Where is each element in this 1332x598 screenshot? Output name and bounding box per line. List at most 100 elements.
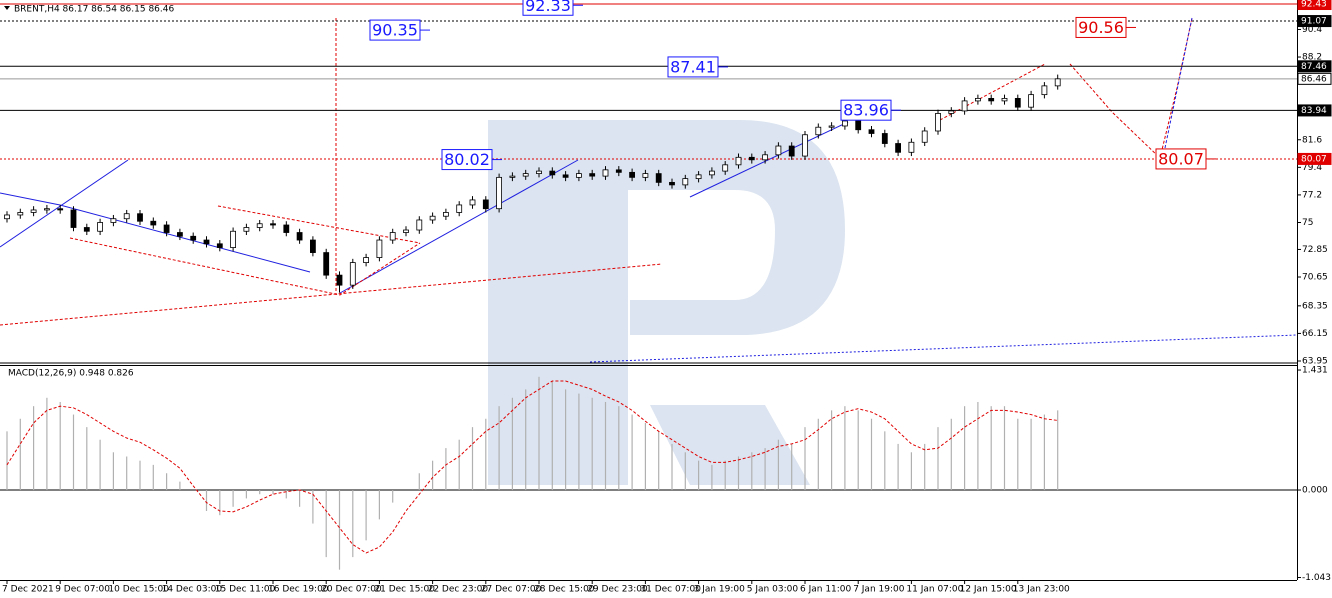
x-tick-label: 15 Dec 11:00 <box>215 585 276 595</box>
x-tick-label: 16 Dec 19:00 <box>268 585 329 595</box>
candle-body <box>482 199 489 210</box>
candle-body <box>735 156 742 166</box>
candle-body <box>163 224 170 233</box>
candle-body <box>389 232 396 241</box>
candle-body <box>243 227 250 232</box>
candle-body <box>150 220 157 226</box>
candle-body <box>4 214 10 220</box>
y-tick-label: 72.85 <box>1302 245 1328 255</box>
candle-body <box>842 120 848 127</box>
candle-body <box>762 154 768 161</box>
level-label: 86.46 <box>1301 74 1327 84</box>
x-tick-label: 5 Jan 03:00 <box>747 585 799 595</box>
candle-body <box>722 164 729 172</box>
candle-body <box>642 173 649 178</box>
x-tick-label: 28 Dec 15:00 <box>534 585 595 595</box>
candle-body <box>469 199 476 206</box>
target-label: 92.33 <box>525 0 571 15</box>
candle-body <box>83 227 90 232</box>
y-tick-label: 79.4 <box>1302 163 1322 173</box>
candle-body <box>549 170 556 176</box>
candle-body <box>270 223 276 226</box>
x-tick-label: 9 Dec 07:00 <box>55 585 110 595</box>
macd-title: MACD(12,26,9) 0.948 0.826 <box>8 369 134 379</box>
y-tick-label: 70.65 <box>1302 273 1328 283</box>
candle-body <box>602 169 609 177</box>
candle-body <box>522 173 529 177</box>
candle-body <box>30 209 37 213</box>
candle-body <box>948 110 955 114</box>
candle-body <box>576 173 582 178</box>
candle-body <box>110 218 117 223</box>
candle-body <box>336 274 343 286</box>
candle-body <box>802 134 808 157</box>
candle-body <box>403 229 409 233</box>
candle-body <box>655 173 662 183</box>
candle-body <box>748 156 755 161</box>
candle-body <box>416 219 423 231</box>
candle-body <box>203 239 210 245</box>
level-label-bg <box>1297 15 1332 28</box>
candle-body <box>682 178 689 186</box>
x-tick-label: 20 Dec 07:00 <box>321 585 382 595</box>
x-tick-label: 7 Dec 2021 <box>2 585 54 595</box>
level-label-bg <box>1297 104 1332 117</box>
candle-body <box>895 143 901 153</box>
candle-body <box>363 257 370 264</box>
x-tick-label: 11 Jan 07:00 <box>906 585 963 595</box>
x-tick-label: 3 Jan 19:00 <box>694 585 746 595</box>
candle-body <box>1001 97 1008 102</box>
level-label-bg <box>1297 72 1332 85</box>
x-tick-label: 27 Dec 07:00 <box>481 585 542 595</box>
target-label: 90.56 <box>1078 18 1124 37</box>
level-label-bg <box>1297 0 1332 11</box>
y-tick-label: 81.6 <box>1302 135 1322 145</box>
target-label: 87.41 <box>670 57 716 76</box>
candle-body <box>70 209 77 228</box>
x-tick-label: 10 Dec 15:00 <box>108 585 169 595</box>
macd-y-tick-label: 1.431 <box>1302 366 1328 376</box>
candle-body <box>256 223 263 228</box>
target-label: 83.96 <box>843 101 889 120</box>
level-label: 80.07 <box>1301 154 1327 164</box>
candle-body <box>137 213 143 222</box>
candle-body <box>97 222 103 232</box>
macd-signal-line <box>6 380 1058 554</box>
candle-body <box>615 169 622 173</box>
target-label: 90.35 <box>372 21 418 40</box>
candle-body <box>629 171 635 178</box>
candle-body <box>855 120 862 131</box>
y-tick-label: 77.2 <box>1302 190 1322 200</box>
candle-body <box>296 232 303 241</box>
candle-body <box>1041 85 1048 96</box>
chart-title: BRENT,H4 86.17 86.54 86.15 86.46 <box>14 5 174 15</box>
candle-body <box>908 141 915 153</box>
y-tick-label: 88.2 <box>1302 53 1322 63</box>
candle-body <box>828 125 835 128</box>
candle-body <box>775 145 782 156</box>
level-label-bg <box>1297 152 1332 165</box>
level-label: 92.43 <box>1301 0 1327 10</box>
candle-body <box>669 181 675 186</box>
candle-body <box>283 224 290 233</box>
x-tick-label: 13 Jan 23:00 <box>1013 585 1070 595</box>
candle-body <box>961 100 968 112</box>
level-label: 87.46 <box>1301 62 1327 72</box>
candle-body <box>695 174 702 180</box>
candle-body <box>975 97 981 102</box>
candle-body <box>44 208 50 211</box>
candle-body <box>323 252 330 276</box>
level-label-bg <box>1297 60 1332 73</box>
candle-body <box>921 130 928 143</box>
level-label: 83.94 <box>1301 106 1327 116</box>
candle-body <box>589 173 596 177</box>
macd-y-tick-label: 0.000 <box>1302 486 1328 496</box>
x-tick-label: 31 Dec 07:00 <box>640 585 701 595</box>
target-label: 80.02 <box>444 150 490 169</box>
candle-body <box>815 126 822 136</box>
candle-body <box>935 113 941 132</box>
candle-body <box>123 213 130 220</box>
candle-body <box>509 175 516 178</box>
